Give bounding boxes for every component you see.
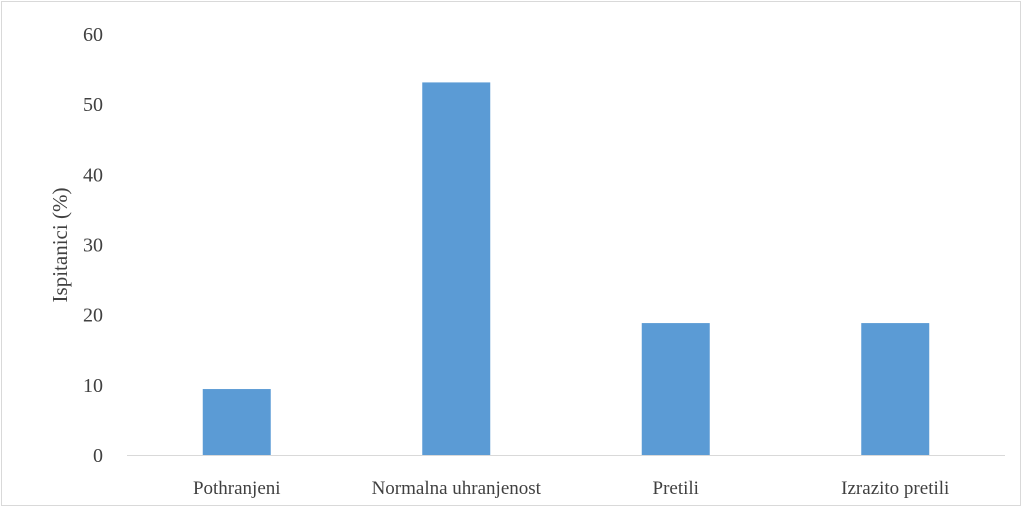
y-tick-label: 10 (83, 375, 103, 397)
y-tick-label: 40 (83, 164, 103, 186)
y-tick-label: 0 (93, 445, 103, 467)
y-axis-ticks: 0 10 20 30 40 50 60 (83, 24, 103, 467)
y-tick-label: 50 (83, 94, 103, 116)
y-axis-title: Ispitanici (%) (48, 188, 72, 303)
bar (422, 82, 491, 455)
y-tick-label: 20 (83, 305, 103, 327)
y-tick-label: 30 (83, 235, 103, 257)
bar (641, 323, 710, 455)
x-category-label: Pothranjeni (193, 478, 281, 499)
y-tick-label: 60 (83, 24, 103, 46)
x-axis-labels: Pothranjeni Normalna uhranjenost Pretili Iz… (193, 478, 949, 499)
bars (202, 82, 930, 455)
bar (202, 389, 271, 455)
x-category-label: Normalna uhranjenost (372, 478, 542, 499)
bar (861, 323, 930, 455)
x-category-label: Pretili (653, 478, 699, 499)
x-category-label: Izrazito pretili (841, 478, 949, 499)
